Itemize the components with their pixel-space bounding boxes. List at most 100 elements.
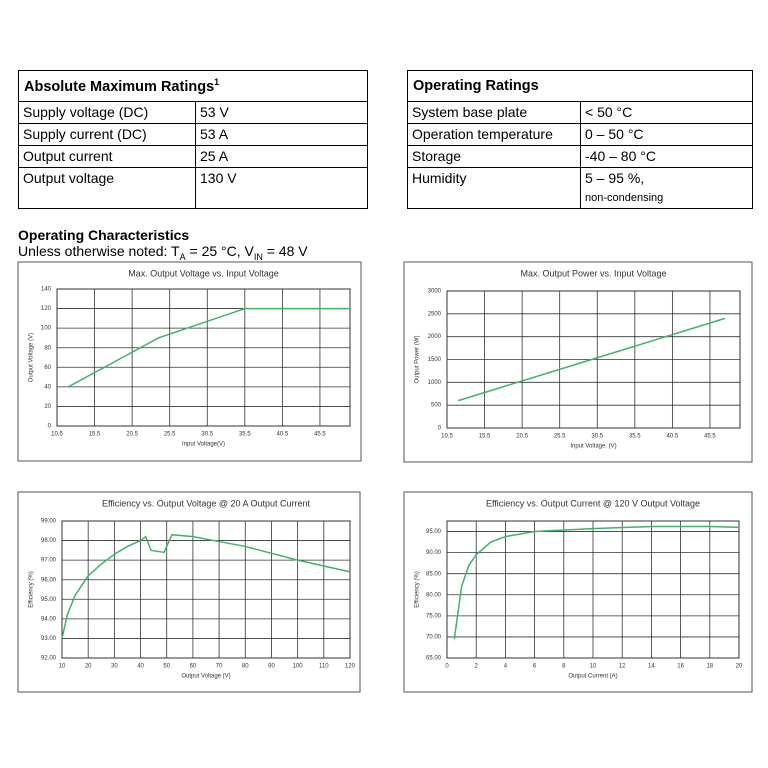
y-tick-label: 96.00 bbox=[41, 577, 57, 583]
cell-note: non-condensing bbox=[585, 192, 664, 204]
x-tick-label: 60 bbox=[190, 664, 197, 670]
cell: Humidity bbox=[407, 167, 581, 209]
cell: 5 – 95 %, non-condensing bbox=[580, 167, 753, 209]
y-tick-label: 80.00 bbox=[426, 592, 442, 598]
x-tick-label: 120 bbox=[345, 664, 356, 670]
plot-frame bbox=[61, 520, 351, 659]
chart-title: Max. Output Voltage vs. Input Voltage bbox=[128, 268, 279, 278]
x-tick-label: 10 bbox=[59, 664, 66, 670]
y-tick-label: 98.00 bbox=[41, 538, 57, 544]
x-tick-label: 45.5 bbox=[704, 434, 716, 440]
y-tick-label: 2500 bbox=[428, 311, 442, 317]
x-tick-label: 15.5 bbox=[89, 432, 101, 438]
chart-frame bbox=[403, 491, 753, 693]
y-axis-label: Output Power (W) bbox=[415, 335, 421, 383]
cell: Operation temperature bbox=[407, 123, 581, 146]
cell: 0 – 50 °C bbox=[580, 123, 753, 146]
x-tick-label: 0 bbox=[445, 664, 449, 670]
chart-title: Max. Output Power vs. Input Voltage bbox=[520, 268, 666, 278]
x-tick-label: 10 bbox=[590, 664, 597, 670]
x-axis-label: Input Voltage. (V) bbox=[570, 444, 616, 450]
table: Operating Ratings System base plate < 50 … bbox=[407, 70, 753, 209]
x-tick-label: 30.5 bbox=[201, 432, 213, 438]
x-tick-label: 25.5 bbox=[554, 434, 566, 440]
x-tick-label: 6 bbox=[533, 664, 537, 670]
y-tick-label: 65.00 bbox=[426, 656, 442, 662]
x-tick-label: 25.5 bbox=[164, 432, 176, 438]
x-axis-label: Output Current (A) bbox=[568, 674, 617, 680]
x-tick-label: 30.5 bbox=[591, 434, 603, 440]
y-tick-label: 93.00 bbox=[41, 636, 57, 642]
cell: System base plate bbox=[407, 101, 581, 124]
y-tick-label: 75.00 bbox=[426, 613, 442, 619]
x-tick-label: 20 bbox=[736, 664, 743, 670]
note-text: = 25 °C, V bbox=[185, 243, 254, 259]
note-sub: A bbox=[179, 251, 186, 262]
x-tick-label: 35.5 bbox=[629, 434, 641, 440]
x-tick-label: 18 bbox=[706, 664, 713, 670]
x-tick-label: 12 bbox=[619, 664, 626, 670]
cell: 53 A bbox=[195, 123, 368, 146]
y-tick-label: 97.00 bbox=[41, 558, 57, 564]
x-tick-label: 50 bbox=[163, 664, 170, 670]
cell: Supply current (DC) bbox=[18, 123, 196, 146]
x-tick-label: 14 bbox=[648, 664, 655, 670]
y-tick-label: 99.00 bbox=[41, 519, 57, 525]
y-tick-label: 90.00 bbox=[426, 550, 442, 556]
y-axis-label: Output Voltage (V) bbox=[29, 333, 35, 382]
x-tick-label: 110 bbox=[319, 664, 329, 670]
cell: Output current bbox=[18, 145, 196, 168]
y-tick-label: 94.00 bbox=[41, 616, 57, 622]
y-tick-label: 80 bbox=[44, 345, 51, 351]
x-tick-label: 10.5 bbox=[51, 432, 63, 438]
y-tick-label: 500 bbox=[431, 403, 442, 409]
cell: 25 A bbox=[195, 145, 368, 168]
y-tick-label: 92.00 bbox=[41, 656, 57, 662]
cell: < 50 °C bbox=[580, 101, 753, 124]
data-line bbox=[61, 533, 351, 639]
x-tick-label: 70 bbox=[216, 664, 223, 670]
note-text: Unless otherwise noted: T bbox=[18, 243, 180, 259]
table-title: Absolute Maximum Ratings1 bbox=[18, 70, 368, 102]
x-tick-label: 35.5 bbox=[239, 432, 251, 438]
note-text: = 48 V bbox=[262, 243, 308, 259]
plot-frame bbox=[56, 288, 351, 427]
y-tick-label: 0 bbox=[48, 424, 52, 430]
cell: 53 V bbox=[195, 101, 368, 124]
cell: Output voltage bbox=[18, 167, 196, 209]
plot-frame bbox=[446, 290, 741, 429]
y-tick-label: 60 bbox=[44, 365, 51, 371]
chart-frame bbox=[403, 261, 753, 463]
x-tick-label: 45.5 bbox=[314, 432, 326, 438]
x-axis-label: Output Voltage (V) bbox=[181, 674, 230, 680]
data-line bbox=[67, 307, 350, 388]
x-tick-label: 40 bbox=[137, 664, 144, 670]
cell-text: 5 – 95 %, bbox=[585, 170, 645, 186]
y-tick-label: 1500 bbox=[428, 357, 442, 363]
y-tick-label: 0 bbox=[438, 426, 442, 432]
y-tick-label: 40 bbox=[44, 384, 51, 390]
y-tick-label: 100 bbox=[41, 326, 52, 332]
x-tick-label: 40.5 bbox=[277, 432, 289, 438]
x-tick-label: 4 bbox=[504, 664, 508, 670]
y-axis-label: Efficiency (%) bbox=[29, 571, 35, 608]
note-sub: IN bbox=[253, 251, 263, 262]
table-title: Operating Ratings bbox=[407, 70, 753, 102]
x-tick-label: 8 bbox=[562, 664, 566, 670]
chart-frame bbox=[17, 261, 362, 462]
cell: 130 V bbox=[195, 167, 368, 209]
x-tick-label: 10.5 bbox=[441, 434, 453, 440]
y-tick-label: 85.00 bbox=[426, 571, 442, 577]
y-tick-label: 2000 bbox=[428, 334, 442, 340]
x-tick-label: 40.5 bbox=[667, 434, 679, 440]
cell: -40 – 80 °C bbox=[580, 145, 753, 168]
y-tick-label: 3000 bbox=[428, 289, 442, 295]
y-axis-label: Efficiency (%) bbox=[415, 571, 421, 608]
x-tick-label: 15.5 bbox=[479, 434, 491, 440]
chart-title: Efficiency vs. Output Current @ 120 V Ou… bbox=[486, 498, 700, 508]
title-text: Absolute Maximum Ratings bbox=[24, 78, 215, 95]
footnote-mark: 1 bbox=[214, 77, 220, 88]
section-note: Unless otherwise noted: TA = 25 °C, VIN … bbox=[18, 243, 308, 262]
x-tick-label: 80 bbox=[242, 664, 249, 670]
